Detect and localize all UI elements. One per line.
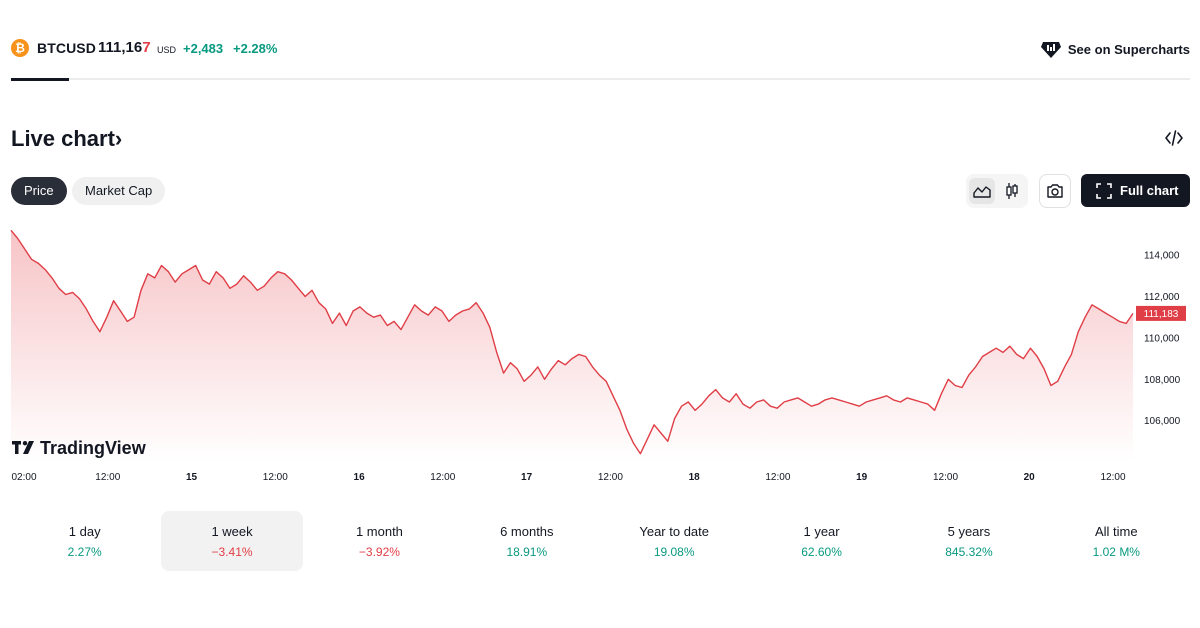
period-change: 19.08% — [653, 545, 695, 559]
period-label: 1 year — [803, 524, 840, 539]
code-icon[interactable] — [1164, 129, 1184, 147]
watermark-text: TradingView — [40, 438, 147, 458]
x-tick-label: 12:00 — [263, 472, 288, 483]
x-tick-label: 12:00 — [1100, 472, 1125, 483]
area-chart-button[interactable] — [969, 178, 995, 204]
candlestick-button[interactable] — [999, 178, 1025, 204]
tradingview-logo-icon — [12, 441, 34, 454]
period-change: 1.02 M% — [1092, 545, 1140, 559]
supercharts-logo-icon — [1040, 42, 1061, 58]
bitcoin-icon: ₿ — [11, 39, 29, 57]
period-label: 6 months — [500, 524, 554, 539]
symbol-label[interactable]: BTCUSD — [37, 40, 96, 56]
price-change-percent: +2.28% — [233, 41, 278, 56]
period-year-to-date[interactable]: Year to date 19.08% — [603, 511, 745, 571]
last-price-label: 111,183 — [1144, 309, 1179, 320]
ticker-bar: ₿ BTCUSD 111,167 USD +2,483 +2.28% See o… — [0, 0, 1200, 76]
x-tick-label: 16 — [354, 472, 366, 483]
currency-label: USD — [157, 45, 177, 55]
period-1-month[interactable]: 1 month −3.92% — [308, 511, 450, 571]
supercharts-label: See on Supercharts — [1067, 41, 1190, 57]
period-label: 1 day — [68, 524, 101, 539]
period-label: 1 week — [211, 524, 253, 539]
tab-active-indicator — [11, 78, 69, 81]
x-tick-label: 12:00 — [933, 472, 958, 483]
x-tick-label: 12:00 — [430, 472, 455, 483]
period-label: Year to date — [639, 524, 709, 539]
price-change: +2,483 — [183, 41, 224, 56]
tab-price[interactable]: Price — [11, 177, 67, 205]
y-axis: 114,000 112,000 110,000 108,000 106,000 — [1144, 251, 1181, 427]
chart-price-line — [10, 229, 1134, 455]
y-tick-label: 106,000 — [1144, 416, 1181, 427]
y-tick-label: 112,000 — [1144, 292, 1180, 303]
x-axis: 02:00 12:00 15 12:00 16 12:00 17 12:00 18 12:00 19… — [11, 472, 1125, 483]
period-change: 845.32% — [945, 545, 993, 559]
tab-divider — [11, 78, 1190, 80]
chart-area-fill — [11, 230, 1133, 462]
period-change: 2.27% — [67, 545, 102, 559]
period-1-week[interactable]: 1 week −3.41% — [161, 511, 304, 571]
period-label: All time — [1095, 524, 1138, 539]
x-tick-label: 02:00 — [11, 472, 36, 483]
last-price-marker: 111,183 — [1136, 305, 1186, 321]
x-tick-label: 20 — [1024, 472, 1036, 483]
period-change: 62.60% — [801, 545, 842, 559]
chart-style-toggle — [966, 174, 1028, 208]
period-1-day[interactable]: 1 day 2.27% — [14, 511, 156, 571]
area-chart-icon — [973, 186, 991, 198]
period-change: −3.92% — [358, 545, 400, 559]
see-on-supercharts-link[interactable]: See on Supercharts — [1040, 38, 1190, 60]
performance-periods: 1 day 2.27% 1 week −3.41% 1 month −3.92% 6 mon… — [11, 511, 1190, 571]
y-tick-label: 114,000 — [1144, 251, 1180, 262]
period-5-years[interactable]: 5 years 845.32% — [898, 511, 1040, 571]
x-tick-label: 12:00 — [765, 472, 790, 483]
period-1-year[interactable]: 1 year 62.60% — [751, 511, 893, 571]
x-tick-label: 18 — [689, 472, 701, 483]
x-tick-label: 19 — [856, 472, 868, 483]
last-price: 111,167 — [98, 39, 151, 56]
screenshot-button[interactable] — [1039, 174, 1071, 208]
x-tick-label: 12:00 — [598, 472, 623, 483]
tab-market-cap[interactable]: Market Cap — [72, 177, 166, 205]
tradingview-watermark: TradingView — [12, 438, 147, 458]
period-change: 18.91% — [506, 545, 548, 559]
camera-icon — [1047, 184, 1063, 198]
price-last-digit: 7 — [142, 39, 151, 56]
price-main: 111,16 — [98, 39, 143, 56]
candlestick-icon — [1006, 183, 1018, 199]
period-label: 1 month — [355, 524, 403, 539]
full-chart-button[interactable]: Full chart — [1081, 174, 1190, 207]
x-tick-label: 15 — [186, 472, 198, 483]
fullscreen-icon — [1096, 182, 1112, 199]
price-chart[interactable]: TradingView 02:00 12:00 15 12:00 16 12:00 17 12… — [0, 220, 1200, 490]
y-tick-label: 108,000 — [1144, 375, 1181, 386]
period-all-time[interactable]: All time 1.02 M% — [1045, 511, 1187, 571]
full-chart-label: Full chart — [1120, 183, 1179, 198]
x-tick-label: 17 — [521, 472, 533, 483]
live-chart-title[interactable]: Live chart› — [11, 126, 123, 151]
period-change: −3.41% — [211, 545, 253, 559]
period-label: 5 years — [947, 524, 991, 539]
x-tick-label: 12:00 — [95, 472, 120, 483]
y-tick-label: 110,000 — [1144, 333, 1180, 344]
period-6-months[interactable]: 6 months 18.91% — [456, 511, 598, 571]
